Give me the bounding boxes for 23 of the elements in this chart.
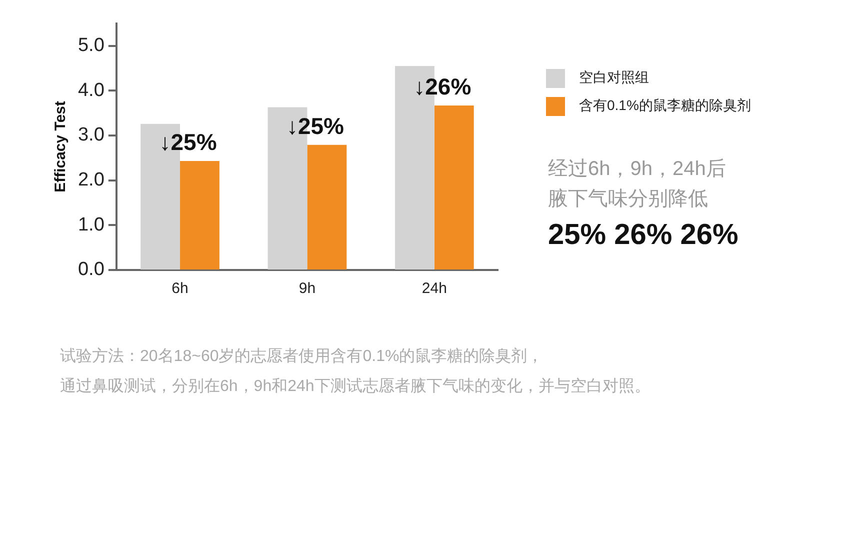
legend-label: 空白对照组 (579, 69, 649, 87)
annotation: ↓25% (286, 112, 344, 139)
annotation: ↓26% (414, 73, 472, 100)
text: 试验方法：20名18~60岁的志愿者使用含有0.1%的鼠李糖的除臭剂， (60, 346, 544, 367)
x-tick-label: 24h (422, 280, 447, 298)
text: 通过鼻吸测试，分别在6h，9h和24h下测试志愿者腋下气味的变化，并与空白对照。 (60, 376, 650, 397)
y-tick-label: 4.0 (78, 80, 104, 101)
text: 经过6h，9h，24h后 (548, 157, 727, 182)
legend-label: 含有0.1%的鼠李糖的除臭剂 (579, 97, 751, 115)
y-tick-label: 5.0 (78, 35, 104, 56)
text: 腋下气味分别降低 (548, 187, 709, 212)
x-tick-label: 9h (298, 280, 316, 298)
y-tick-label: 1.0 (78, 214, 104, 236)
bar (180, 161, 220, 270)
y-axis-title: Efficacy Test (52, 100, 70, 192)
bar (307, 144, 347, 270)
y-tick-label: 3.0 (78, 124, 104, 146)
y-tick-label: 0.0 (78, 259, 104, 280)
text: 25% 26% 26% (548, 219, 738, 251)
annotation: ↓25% (159, 128, 217, 155)
x-tick-label: 6h (172, 280, 188, 298)
y-tick-label: 2.0 (78, 170, 104, 191)
bar (434, 105, 474, 270)
